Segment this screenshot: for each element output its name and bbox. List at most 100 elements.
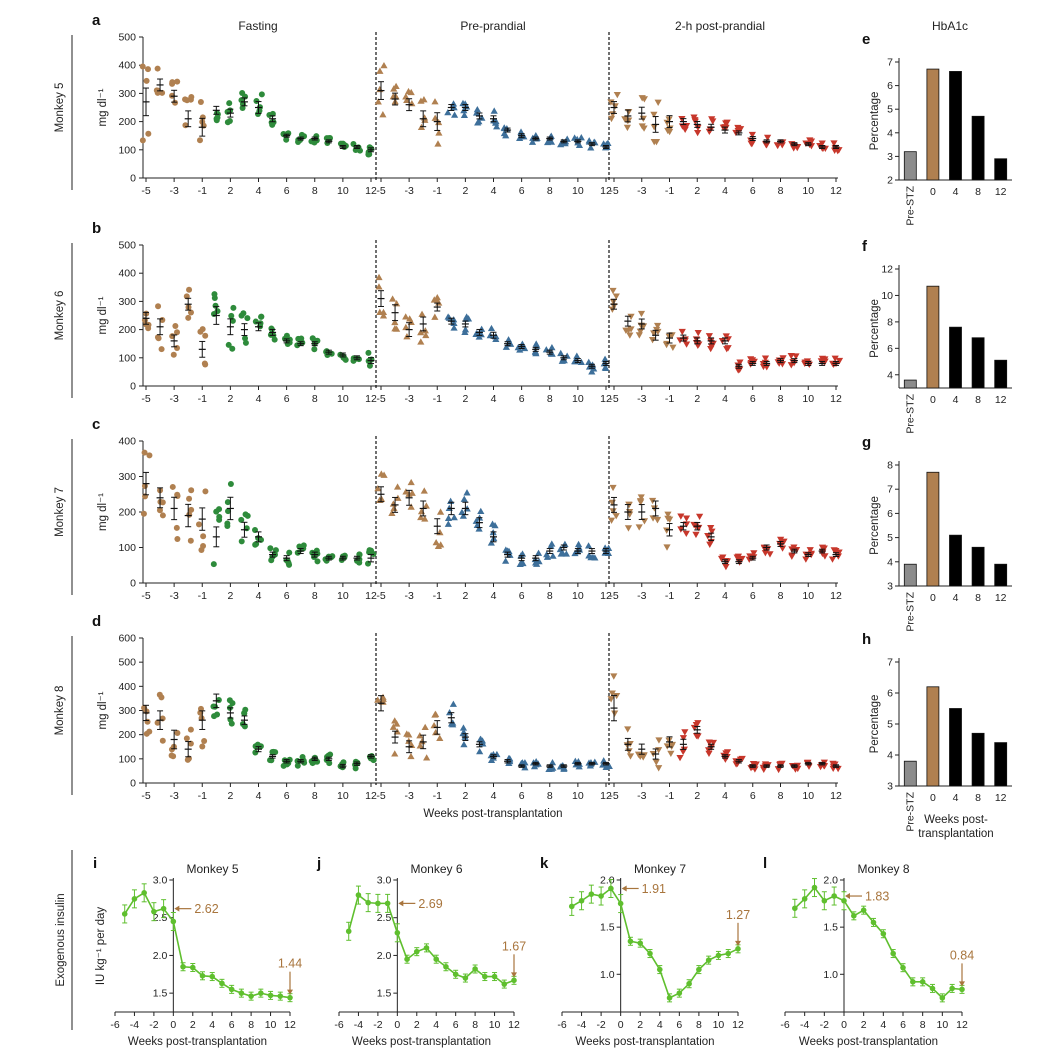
x-tick-label: 6 [676,1019,682,1031]
data-point [389,723,397,730]
data-point [585,137,593,144]
x-tick-label: -5 [141,590,150,602]
data-point [366,547,373,554]
data-point [562,550,570,557]
data-point [390,85,398,92]
x-tick-label: 8 [547,393,553,405]
data-point [226,100,233,107]
annotation-start: 1.91 [642,882,666,896]
row-label: Monkey 6 [54,291,66,341]
data-point [407,752,415,760]
data-point [268,757,275,764]
x-tick-label: 8 [312,790,318,802]
y-tick-label: 100 [118,542,136,554]
data-point [624,726,632,733]
data-point [377,495,386,502]
annotation-end: 1.67 [502,939,526,953]
data-point [145,130,152,137]
data-point [187,726,194,733]
data-point [139,137,146,144]
data-point [694,720,702,727]
data-point [227,480,234,487]
x-tick-label: 6 [519,185,525,197]
data-point [374,98,382,105]
y-tick-label: 0 [130,578,136,590]
data-point [788,553,796,560]
data-point [542,346,550,353]
x-tick-label: 4 [953,792,959,804]
y-axis-label: mg dl⁻¹ [97,296,109,334]
data-point [511,977,517,984]
x-tick-label: 4 [657,1019,663,1031]
bar [903,379,917,389]
x-tick-label: Pre-STZ [904,591,916,631]
data-point [635,332,643,339]
data-point [640,125,648,132]
data-point [706,541,714,548]
data-point [238,990,245,996]
data-point [650,124,658,131]
y-tick-label: 400 [118,268,136,280]
data-point [407,478,415,486]
data-point [197,99,204,106]
x-tick-label: 10 [713,1019,725,1031]
annotation-arrowhead [511,972,517,978]
data-point [832,548,840,555]
data-point [561,540,569,547]
data-point [548,343,556,351]
data-point [831,147,839,154]
x-tick-label: 10 [337,393,349,405]
x-tick-label: 6 [284,185,290,197]
x-tick-label: 8 [778,393,784,405]
x-tick-label: 12 [600,185,612,197]
data-point [705,333,713,340]
data-point [831,893,837,899]
data-point [224,499,231,506]
data-point [140,510,147,517]
line-panel-j: j Monkey 6 1.5 2.0 2.5 3.0 -6 -4 -2 0 2 4 6 8 10 12 Week… [316,855,526,1048]
data-point [173,524,180,531]
x-tick-label: -6 [334,1019,343,1031]
data-point [168,746,175,753]
data-point [828,556,837,563]
data-point [389,500,397,507]
data-point [820,545,828,552]
data-point [421,723,429,731]
data-point [462,975,469,981]
data-point [450,111,459,118]
data-point [490,107,498,114]
data-point [501,981,508,987]
y-axis-label: Percentage [869,695,881,754]
x-tick-label: 8 [248,1019,254,1031]
data-point [547,542,555,549]
y-tick-label: 2 [887,175,893,187]
panel-label-j: j [316,855,321,872]
data-point [244,512,251,519]
bar [994,359,1008,389]
data-point [585,358,593,365]
y-tick-label: 1.5 [153,988,168,1000]
x-tick-label: Pre-STZ [904,185,916,225]
data-point [159,737,166,744]
y-tick-label: 400 [118,60,136,72]
x-tick-label: 0 [394,1019,400,1031]
x-tick-label: -3 [637,590,646,602]
data-point [197,328,204,335]
data-point [215,697,222,704]
x-tick-label: -5 [609,790,618,802]
y-tick-label: 300 [118,471,136,483]
annotation-arrowhead [398,900,404,907]
data-point [185,314,192,321]
data-point [374,484,382,492]
data-point [408,489,416,496]
data-point [365,349,372,356]
data-point [170,753,177,760]
x-tick-label: 4 [256,393,262,405]
x-tick-label: 8 [975,792,981,804]
data-point [389,295,397,302]
x-tick-label: -5 [376,393,385,405]
data-point [613,91,621,99]
data-point [421,327,429,334]
data-point [636,753,644,761]
data-point [187,740,194,747]
